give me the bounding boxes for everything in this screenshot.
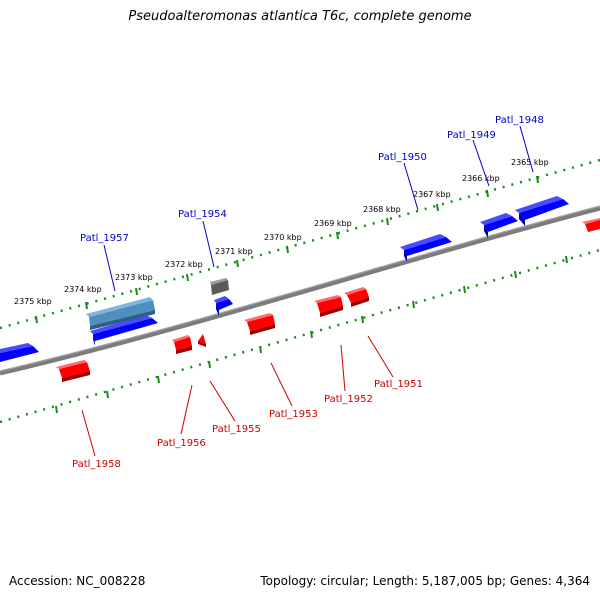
gene-label-patl-1957[interactable]: Patl_1957 <box>80 233 129 244</box>
upper-tick-track <box>0 158 600 330</box>
gene-patl-1953[interactable] <box>244 313 275 335</box>
ruler-label-2368: 2368 kbp <box>363 205 401 214</box>
rna-gene[interactable] <box>86 297 155 330</box>
topology-text: Topology: circular; Length: 5,187,005 bp… <box>260 574 590 588</box>
gene-label-patl-1955[interactable]: Patl_1955 <box>212 424 261 435</box>
gene-label-patl-1950[interactable]: Patl_1950 <box>378 152 427 163</box>
gene-patl-1954[interactable] <box>214 296 233 316</box>
ruler-label-2373: 2373 kbp <box>115 273 153 282</box>
ruler-label-2375: 2375 kbp <box>14 297 52 306</box>
gene-patl-1948[interactable] <box>515 196 569 226</box>
genome-backbone <box>0 205 600 376</box>
ruler-label-2369: 2369 kbp <box>314 219 352 228</box>
gene-label-patl-1956[interactable]: Patl_1956 <box>157 438 206 449</box>
gene-grey[interactable] <box>210 278 229 295</box>
ruler-label-2374: 2374 kbp <box>64 285 102 294</box>
gene-label-patl-1952[interactable]: Patl_1952 <box>324 394 373 405</box>
gene-label-patl-1949[interactable]: Patl_1949 <box>447 130 496 141</box>
gene-patl-1958[interactable] <box>56 360 90 382</box>
gene-forward-left[interactable] <box>0 343 39 362</box>
gene-label-patl-1958[interactable]: Patl_1958 <box>72 459 121 470</box>
ruler-label-2367: 2367 kbp <box>413 190 451 199</box>
gene-label-patl-1948[interactable]: Patl_1948 <box>495 115 544 126</box>
gene-patl-1957[interactable] <box>90 315 158 346</box>
lower-tick-track <box>0 248 600 424</box>
gene-patl-1951[interactable] <box>344 287 369 307</box>
accession-text: Accession: NC_008228 <box>9 574 146 588</box>
gene-reverse-right[interactable] <box>582 218 600 232</box>
gene-patl-1956[interactable] <box>172 335 192 354</box>
gene-label-patl-1954[interactable]: Patl_1954 <box>178 209 227 220</box>
gene-patl-1949[interactable] <box>480 213 518 238</box>
ruler-label-2372: 2372 kbp <box>165 260 203 269</box>
gene-patl-1952[interactable] <box>314 295 343 317</box>
ruler-label-2366: 2366 kbp <box>462 174 500 183</box>
ruler-label-2370: 2370 kbp <box>264 233 302 242</box>
gene-patl-1955[interactable] <box>198 334 206 347</box>
gene-label-patl-1953[interactable]: Patl_1953 <box>269 409 318 420</box>
map-title: Pseudoalteromonas atlantica T6c, complet… <box>128 9 472 24</box>
gene-patl-1950[interactable] <box>400 234 452 262</box>
gene-label-patl-1951[interactable]: Patl_1951 <box>374 379 423 390</box>
ruler-label-2371: 2371 kbp <box>215 247 253 256</box>
